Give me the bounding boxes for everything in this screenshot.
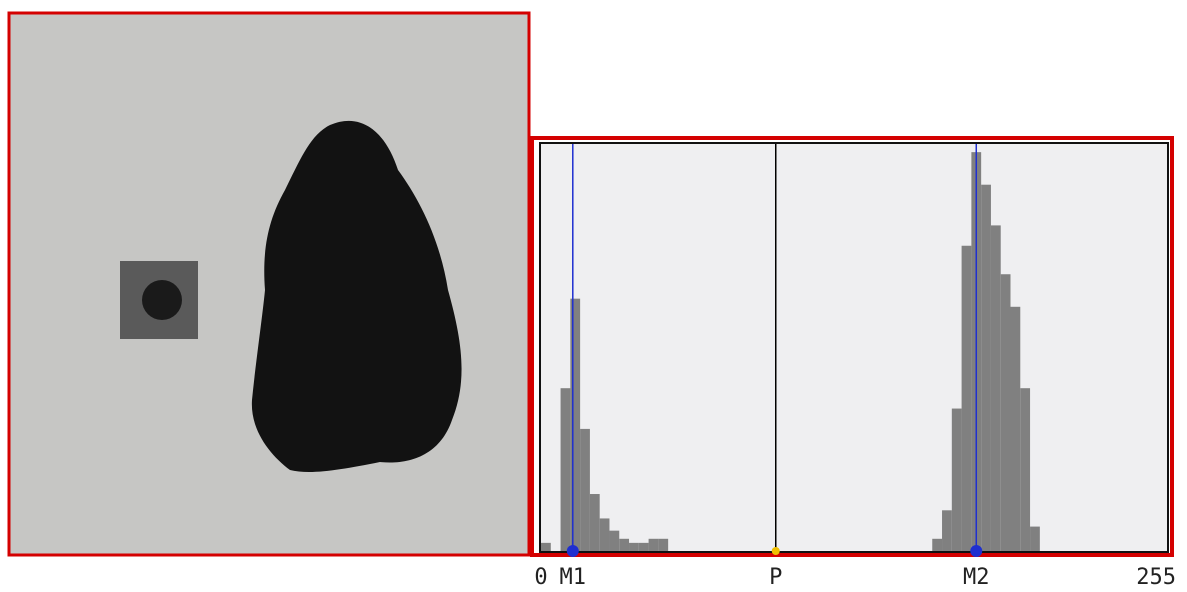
bar bbox=[658, 538, 669, 551]
bar bbox=[629, 542, 639, 551]
histogram-frame bbox=[530, 136, 1174, 557]
bar bbox=[541, 542, 551, 551]
plot-area bbox=[539, 142, 1169, 553]
bar bbox=[942, 510, 952, 551]
bar bbox=[570, 298, 581, 551]
x-tick-label: 0 bbox=[534, 565, 547, 590]
reference-dot bbox=[142, 280, 182, 320]
bar bbox=[619, 538, 630, 551]
bar bbox=[648, 538, 659, 551]
marker-label: P bbox=[769, 565, 782, 590]
bar bbox=[599, 518, 610, 551]
bar bbox=[609, 530, 620, 551]
marker-label: M1 bbox=[560, 565, 587, 590]
bar bbox=[990, 225, 1001, 551]
bar bbox=[932, 538, 943, 551]
bar bbox=[1020, 388, 1031, 551]
bar bbox=[560, 388, 571, 551]
bar bbox=[1010, 306, 1021, 551]
marker-dot bbox=[970, 545, 983, 557]
bar bbox=[1030, 526, 1040, 551]
bar bbox=[638, 542, 649, 551]
histogram: M1 P M2 0 255 bbox=[534, 144, 1176, 590]
marker-dot bbox=[566, 545, 579, 557]
marker-label: M2 bbox=[963, 565, 990, 590]
bar bbox=[961, 245, 972, 551]
bar bbox=[981, 184, 991, 551]
bar bbox=[580, 428, 590, 551]
stone bbox=[251, 120, 462, 473]
bar bbox=[589, 494, 600, 551]
x-tick-label: 255 bbox=[1136, 565, 1176, 590]
photo bbox=[7, 11, 531, 557]
bar bbox=[1000, 274, 1011, 551]
marker-dot bbox=[771, 547, 780, 555]
bar bbox=[951, 408, 962, 551]
